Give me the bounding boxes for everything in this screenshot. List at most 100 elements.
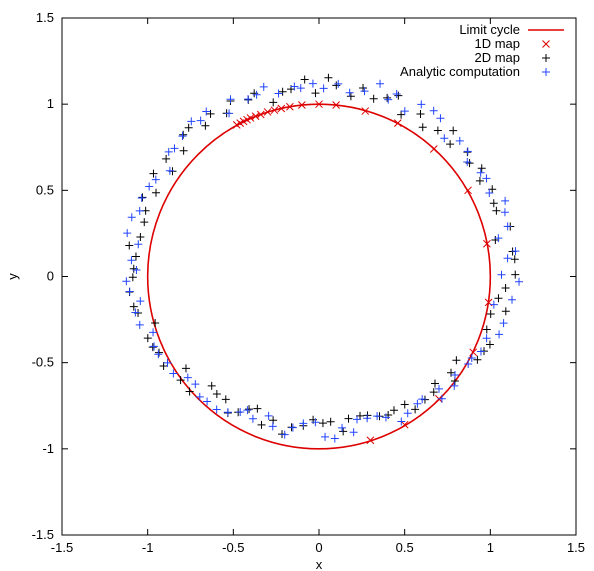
y-tick-label: 1.5	[36, 10, 54, 25]
map-2d-point	[191, 380, 200, 389]
map-2d-point	[125, 241, 134, 250]
map-2d-point	[135, 320, 144, 329]
map-2d-point	[326, 417, 335, 426]
map-2d-point	[446, 140, 455, 149]
map-2d-point	[125, 287, 134, 296]
map-2d-point	[482, 174, 491, 183]
legend-swatch-plus	[542, 68, 550, 76]
series-1d-map	[232, 100, 493, 445]
map-2d-point	[135, 206, 144, 215]
series-layer	[122, 73, 524, 450]
map-2d-point	[248, 414, 257, 423]
map-2d-point	[236, 408, 245, 417]
y-tick-label: 1	[47, 96, 54, 111]
map-2d-point	[353, 415, 362, 424]
map-2d-point	[127, 213, 136, 222]
map-2d-point	[476, 347, 485, 356]
map-2d-point	[501, 307, 510, 316]
map-1d-point	[256, 110, 265, 119]
map-2d-point	[252, 90, 261, 99]
map-2d-point	[163, 358, 172, 367]
map-2d-point	[418, 123, 427, 132]
map-2d-point	[400, 400, 409, 409]
map-2d-point	[346, 92, 355, 101]
map-2d-point	[324, 73, 333, 82]
map-2d-point	[311, 418, 320, 427]
map-2d-point	[492, 206, 501, 215]
map-2d-point	[176, 376, 185, 385]
map-2d-point	[225, 109, 234, 118]
map-1d-point	[429, 145, 438, 153]
map-2d-point	[195, 392, 204, 401]
map-2d-point	[150, 342, 159, 351]
map-1d-point	[298, 101, 306, 109]
map-1d-point	[315, 100, 323, 109]
map-2d-point	[244, 95, 253, 104]
map-2d-point	[473, 355, 482, 364]
map-1d-point	[483, 239, 491, 248]
map-2d-point	[202, 107, 211, 116]
map-2d-point	[477, 164, 486, 173]
map-2d-point	[400, 107, 409, 116]
map-2d-point	[392, 89, 401, 98]
map-2d-point	[486, 310, 495, 319]
map-2d-point	[155, 348, 164, 357]
map-2d-point	[206, 109, 215, 118]
map-2d-point	[463, 158, 472, 167]
map-2d-point	[430, 379, 439, 388]
legend-swatch-plus	[542, 54, 550, 62]
map-2d-point	[345, 88, 354, 97]
map-2d-point	[360, 87, 369, 96]
map-2d-point	[452, 356, 461, 365]
map-2d-point	[429, 388, 438, 397]
map-2d-point	[332, 81, 341, 90]
x-tick-label: 1	[487, 540, 494, 555]
map-2d-point	[363, 414, 372, 423]
map-2d-point	[280, 430, 289, 439]
map-2d-point	[201, 121, 210, 130]
map-2d-point	[485, 340, 494, 349]
map-2d-point	[494, 294, 503, 303]
map-2d-point	[489, 199, 498, 208]
map-2d-point	[500, 208, 509, 217]
x-axis-title: x	[316, 557, 323, 571]
map-1d-point	[332, 101, 340, 109]
y-tick-label: 0	[47, 269, 54, 284]
map-2d-point	[212, 405, 221, 414]
x-tick-label: -1.5	[51, 540, 73, 555]
map-2d-point	[288, 423, 297, 432]
map-2d-point	[264, 411, 273, 420]
map-2d-point	[184, 123, 193, 132]
y-tick-label: -0.5	[32, 355, 54, 370]
map-2d-point	[221, 395, 230, 404]
map-1d-point	[361, 107, 370, 115]
map-2d-point	[416, 110, 425, 119]
map-1d-point	[400, 420, 409, 429]
map-2d-point	[465, 159, 474, 168]
map-2d-point	[299, 419, 308, 428]
map-2d-point	[257, 420, 266, 429]
map-2d-point	[413, 399, 422, 408]
map-2d-point	[278, 87, 287, 96]
map-2d-point	[437, 394, 446, 403]
map-2d-point	[132, 266, 141, 275]
y-tick-label: 0.5	[36, 182, 54, 197]
map-2d-point	[274, 89, 283, 98]
map-2d-point	[318, 419, 327, 428]
map-2d-point	[501, 284, 510, 293]
map-1d-point	[263, 108, 272, 116]
map-1d-point	[464, 186, 472, 195]
map-2d-point	[253, 404, 262, 413]
map-2d-point	[136, 232, 145, 241]
map-2d-point	[397, 417, 406, 426]
map-2d-point	[308, 79, 317, 88]
map-2d-point	[397, 110, 406, 119]
map-2d-point	[449, 126, 458, 135]
map-2d-point	[373, 412, 382, 421]
map-2d-point	[440, 134, 449, 143]
legend-label: 1D map	[474, 36, 520, 51]
map-2d-point	[511, 270, 520, 279]
map-2d-point	[319, 84, 328, 93]
map-1d-point	[277, 104, 286, 113]
x-tick-label: 0.5	[396, 540, 414, 555]
